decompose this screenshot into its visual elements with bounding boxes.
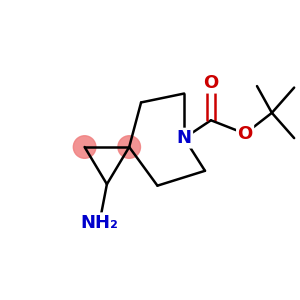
Text: N: N: [177, 129, 192, 147]
Circle shape: [73, 136, 96, 158]
Text: NH₂: NH₂: [80, 214, 118, 232]
Text: O: O: [238, 125, 253, 143]
Text: O: O: [203, 74, 219, 92]
Circle shape: [118, 136, 140, 158]
